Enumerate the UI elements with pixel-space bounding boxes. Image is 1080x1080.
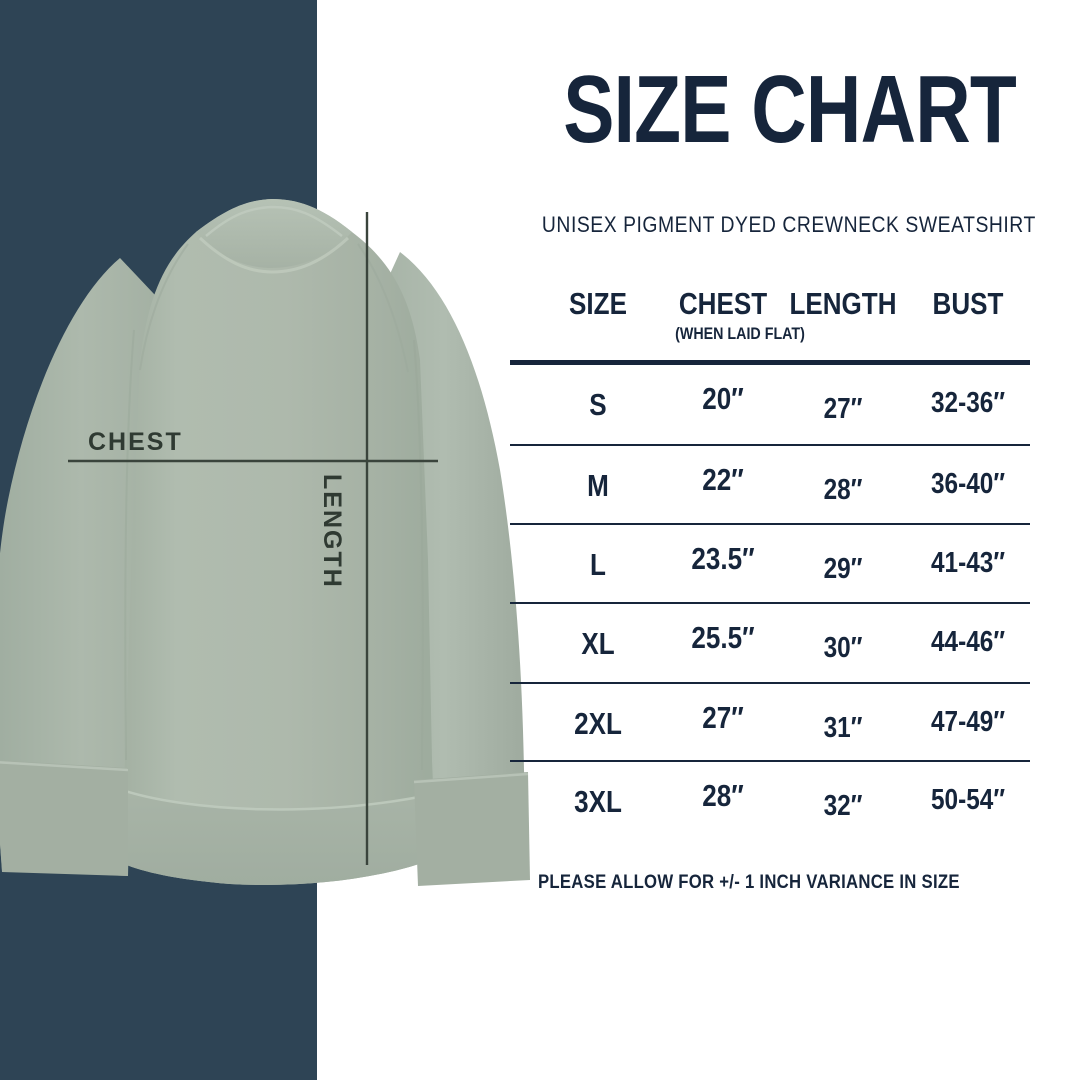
hem-seam: [121, 788, 435, 811]
column-header-length: LENGTH: [789, 286, 897, 321]
cell-length: 28″: [823, 474, 863, 506]
cell-bust: 47-49″: [931, 706, 1005, 738]
cell-chest: 28″: [702, 778, 744, 813]
table-header-row: SIZE CHEST LENGTH BUST (WHEN LAID FLAT): [510, 286, 1030, 360]
cell-chest: 22″: [702, 462, 744, 497]
cell-bust: 32-36″: [931, 387, 1005, 419]
right-armhole-shadow: [413, 339, 424, 771]
cell-length: 29″: [823, 553, 863, 585]
column-header-bust: BUST: [932, 286, 1004, 321]
cell-length: 30″: [823, 632, 863, 664]
length-measure-label: LENGTH: [318, 474, 346, 589]
left-cuff-seam: [0, 761, 129, 772]
row-divider: [510, 682, 1030, 684]
collar-top-seam: [205, 205, 343, 237]
row-divider: [510, 523, 1030, 525]
cell-chest: 20″: [702, 381, 744, 416]
cell-chest: 23.5″: [691, 541, 755, 576]
table-row: 3XL 28″ 32″ 50-54″: [510, 762, 1030, 841]
cell-size: M: [587, 468, 609, 503]
collar-bottom-seam: [198, 236, 350, 274]
table-row: M 22″ 28″ 36-40″: [510, 446, 1030, 525]
table-row: L 23.5″ 29″ 41-43″: [510, 525, 1030, 604]
left-shoulder-seam: [139, 243, 189, 371]
cell-chest: 27″: [702, 700, 744, 735]
cell-size: L: [590, 547, 606, 582]
variance-footnote: PLEASE ALLOW FOR +/- 1 INCH VARIANCE IN …: [538, 872, 960, 893]
garment-body: [120, 199, 436, 885]
cell-bust: 44-46″: [931, 626, 1005, 658]
cell-size: XL: [581, 626, 615, 661]
cell-bust: 41-43″: [931, 547, 1005, 579]
row-divider: [510, 760, 1030, 762]
left-armhole-shadow: [124, 329, 135, 761]
right-cuff-seam: [413, 772, 529, 784]
table-header-rule: [510, 360, 1030, 365]
chest-measure-note: (WHEN LAID FLAT): [675, 324, 805, 343]
cell-size: 3XL: [574, 784, 622, 819]
chest-measure-label: CHEST: [88, 428, 183, 456]
column-header-chest: CHEST: [678, 286, 768, 321]
cell-size: S: [589, 387, 607, 422]
cell-chest: 25.5″: [691, 620, 755, 655]
column-header-size: SIZE: [569, 286, 627, 321]
table-row: S 20″ 27″ 32-36″: [510, 365, 1030, 444]
size-table: SIZE CHEST LENGTH BUST (WHEN LAID FLAT) …: [510, 286, 1030, 822]
page-subtitle: UNISEX PIGMENT DYED CREWNECK SWEATSHIRT: [541, 212, 1036, 237]
row-divider: [510, 444, 1030, 446]
garment-image: [0, 199, 530, 886]
row-divider: [510, 602, 1030, 604]
cell-bust: 36-40″: [931, 468, 1005, 500]
chart-panel: SIZE CHART UNISEX PIGMENT DYED CREWNECK …: [510, 0, 1080, 1080]
cell-bust: 50-54″: [931, 784, 1005, 816]
page-title: SIZE CHART: [563, 56, 1017, 163]
cell-size: 2XL: [574, 706, 622, 741]
table-row: 2XL 27″ 31″ 47-49″: [510, 684, 1030, 763]
bottom-hem-band: [120, 790, 436, 885]
right-cuff: [414, 772, 530, 886]
cell-length: 27″: [823, 393, 863, 425]
table-row: XL 25.5″ 30″ 44-46″: [510, 604, 1030, 683]
cell-length: 32″: [823, 790, 863, 822]
left-cuff: [0, 760, 128, 876]
cell-length: 31″: [823, 712, 863, 744]
